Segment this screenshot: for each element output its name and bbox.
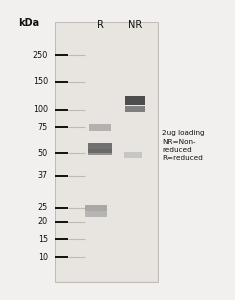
FancyBboxPatch shape <box>125 106 145 112</box>
FancyBboxPatch shape <box>89 124 111 130</box>
Text: 20: 20 <box>38 218 48 226</box>
FancyBboxPatch shape <box>88 149 112 155</box>
FancyBboxPatch shape <box>124 152 142 158</box>
Text: 15: 15 <box>38 235 48 244</box>
Text: 25: 25 <box>38 203 48 212</box>
Text: 150: 150 <box>33 77 48 86</box>
Text: 37: 37 <box>38 172 48 181</box>
FancyBboxPatch shape <box>88 143 112 153</box>
Text: 50: 50 <box>38 148 48 158</box>
Text: 75: 75 <box>38 122 48 131</box>
FancyBboxPatch shape <box>85 211 107 217</box>
FancyBboxPatch shape <box>55 22 158 282</box>
Text: 2ug loading
NR=Non-
reduced
R=reduced: 2ug loading NR=Non- reduced R=reduced <box>162 130 205 161</box>
Text: 250: 250 <box>33 50 48 59</box>
FancyBboxPatch shape <box>56 23 157 281</box>
Text: kDa: kDa <box>18 18 39 28</box>
FancyBboxPatch shape <box>85 205 107 211</box>
Text: 100: 100 <box>33 106 48 115</box>
Text: 10: 10 <box>38 253 48 262</box>
Text: NR: NR <box>128 20 142 30</box>
FancyBboxPatch shape <box>125 95 145 104</box>
Text: R: R <box>97 20 103 30</box>
